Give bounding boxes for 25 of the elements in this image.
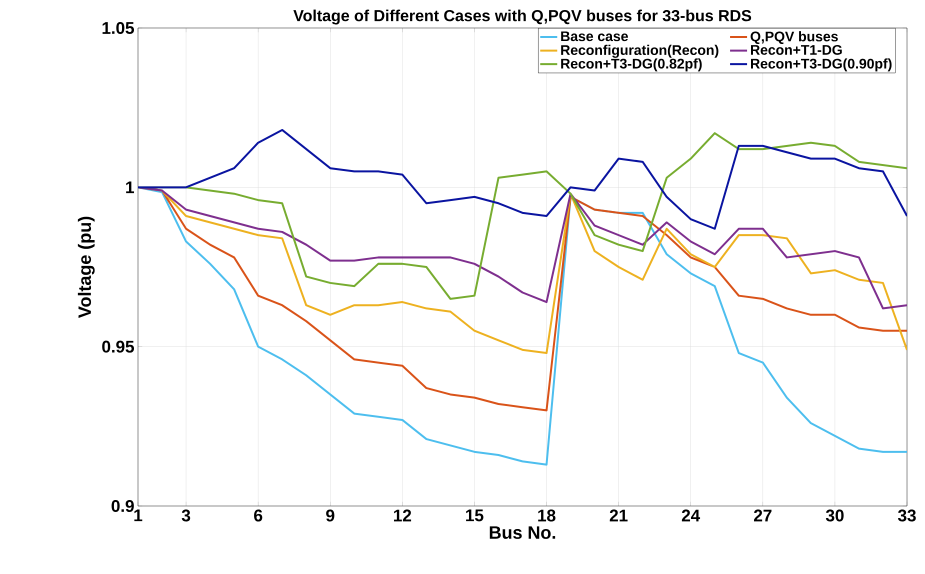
x-tick-label: 24: [682, 510, 700, 522]
x-axis-title: Bus No.: [490, 526, 556, 539]
legend-label: Recon+T1-DG: [751, 44, 842, 55]
x-tick-label: 21: [610, 510, 628, 522]
legend-label: Recon+T3-DG(0.90pf): [751, 58, 892, 72]
legend-label: Reconfiguration(Recon): [561, 44, 718, 58]
legend-label: Base case: [561, 31, 628, 42]
y-tick-label: 1.05: [102, 22, 134, 34]
chart-title: Voltage of Different Cases with Q,PQV buses for 33-bus RDS: [293, 10, 752, 24]
x-tick-label: 30: [826, 510, 844, 522]
y-tick-label: 1: [126, 182, 134, 194]
x-tick-label: 18: [538, 510, 556, 522]
y-tick-label: 0.95: [102, 340, 134, 353]
y-tick-label: 0.9: [112, 500, 134, 512]
x-tick-label: 15: [466, 510, 484, 522]
x-tick-label: 6: [254, 510, 262, 522]
x-tick-label: 27: [754, 510, 772, 522]
y-axis-title: Voltage (pu): [78, 216, 95, 318]
legend-label: Recon+T3-DG(0.82pf): [561, 58, 702, 72]
x-tick-label: 3: [182, 510, 190, 522]
x-tick-label: 12: [394, 510, 412, 522]
legend-label: Q,PQV buses: [750, 31, 838, 44]
x-tick-label: 1: [134, 510, 142, 522]
x-tick-label: 9: [326, 510, 334, 522]
x-tick-label: 33: [898, 510, 916, 522]
